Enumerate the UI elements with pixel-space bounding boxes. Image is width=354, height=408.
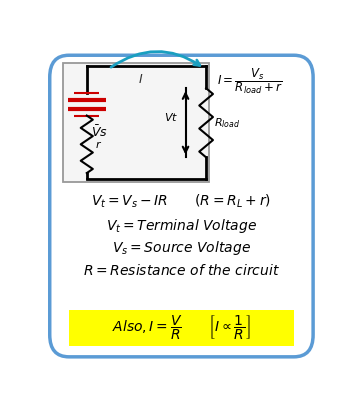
FancyBboxPatch shape	[50, 55, 313, 357]
Text: $\bar{V}s$: $\bar{V}s$	[91, 124, 108, 140]
Text: $I$: $I$	[138, 73, 144, 86]
Text: $Also, I = \dfrac{V}{R} \qquad \left[ I \propto \dfrac{1}{R} \right]$: $Also, I = \dfrac{V}{R} \qquad \left[ I …	[112, 314, 251, 342]
Text: $V_t = V_s - IR \quad\quad ( R = R_L + r)$: $V_t = V_s - IR \quad\quad ( R = R_L + r…	[91, 193, 272, 210]
Text: $R_{load}$: $R_{load}$	[215, 116, 241, 130]
Text: $V_s = Source\ Voltage$: $V_s = Source\ Voltage$	[112, 239, 251, 257]
Text: $r$: $r$	[95, 139, 102, 150]
Text: $V_t = Terminal\ Voltage$: $V_t = Terminal\ Voltage$	[106, 217, 257, 235]
Text: $Vt$: $Vt$	[164, 111, 179, 122]
Text: $I = \dfrac{V_s}{R_{load}+r}$: $I = \dfrac{V_s}{R_{load}+r}$	[217, 66, 283, 96]
FancyBboxPatch shape	[63, 63, 209, 182]
FancyBboxPatch shape	[69, 310, 294, 346]
Text: $R = Resistance\ of\ the\ circuit$: $R = Resistance\ of\ the\ circuit$	[83, 263, 280, 278]
